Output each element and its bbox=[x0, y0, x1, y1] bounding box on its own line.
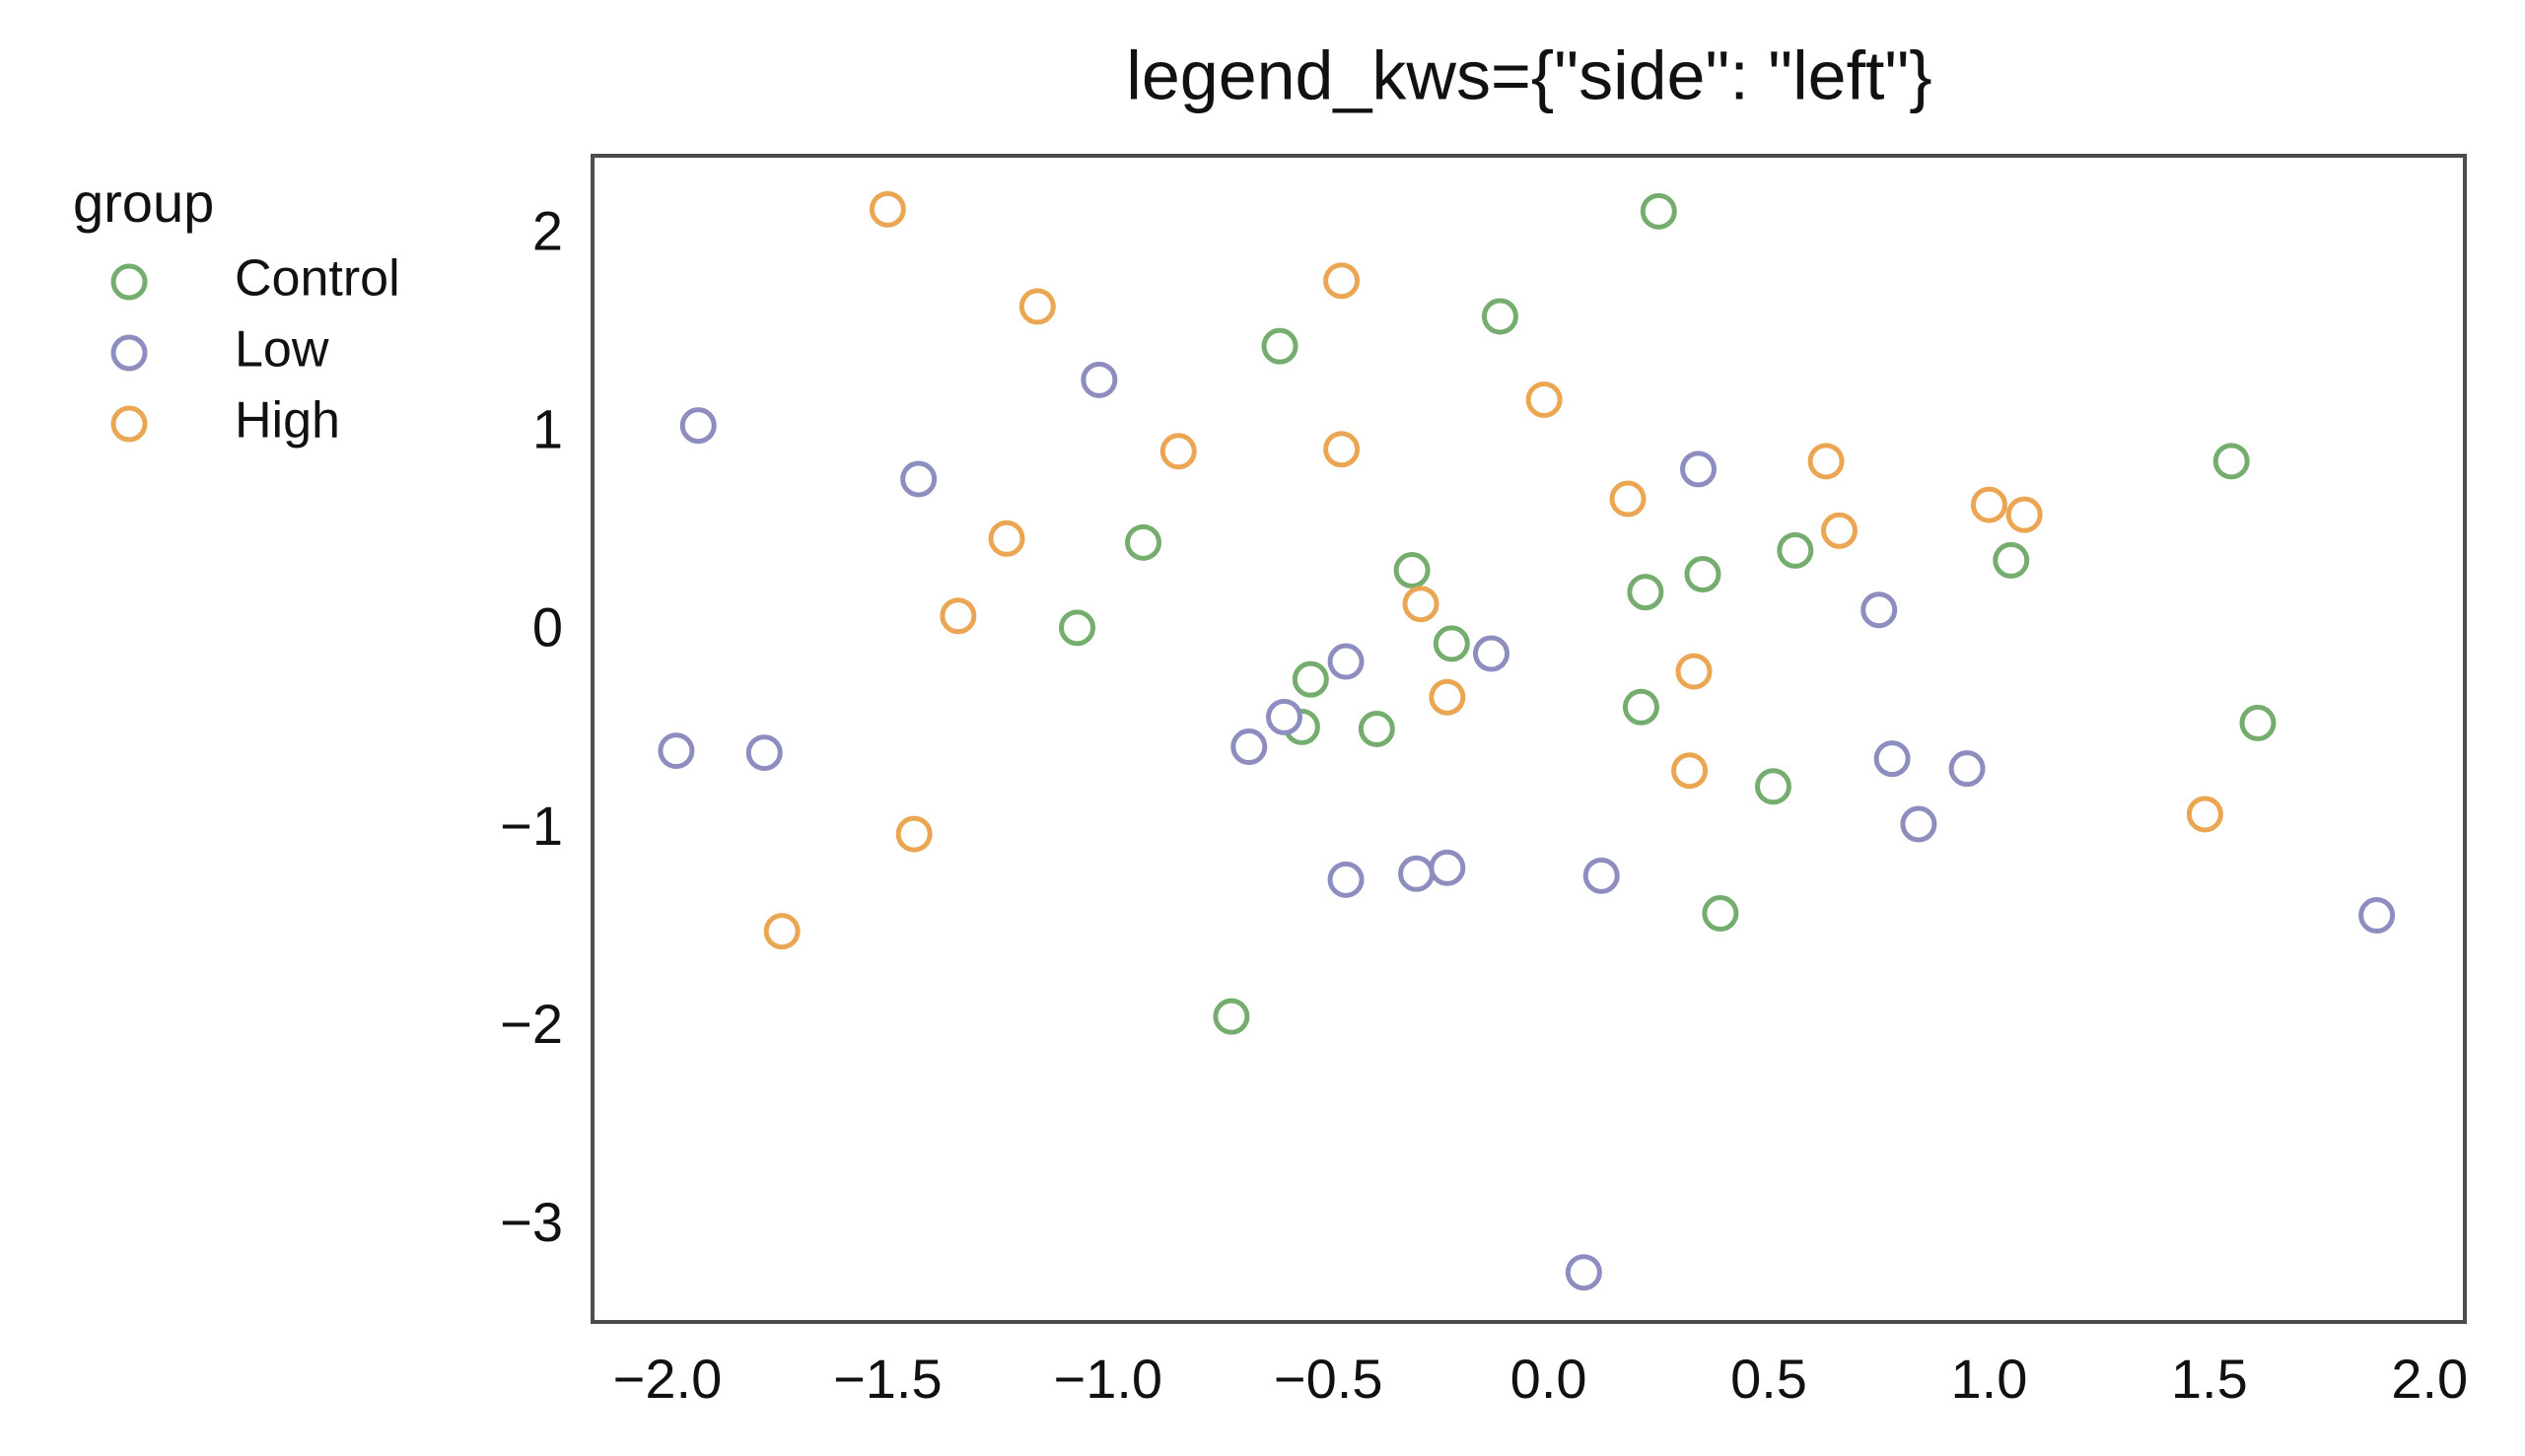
scatter-point bbox=[1323, 262, 1361, 300]
scatter-point bbox=[1323, 431, 1361, 468]
y-tick-label: 2 bbox=[532, 199, 563, 261]
y-tick-label: −3 bbox=[500, 1191, 563, 1253]
scatter-point bbox=[1429, 678, 1466, 716]
scatter-point bbox=[1433, 625, 1470, 662]
scatter-point bbox=[2358, 897, 2396, 935]
x-tick-label: −1.5 bbox=[833, 1348, 943, 1410]
scatter-point bbox=[1754, 768, 1791, 805]
legend-marker bbox=[110, 334, 148, 372]
x-tick-label: −2.0 bbox=[613, 1348, 723, 1410]
scatter-point bbox=[658, 732, 695, 770]
scatter-point bbox=[1266, 698, 1303, 735]
scatter-point bbox=[1018, 288, 1056, 325]
scatter-point bbox=[1059, 609, 1096, 647]
scatter-point bbox=[679, 407, 717, 445]
scatter-point bbox=[1609, 480, 1647, 518]
scatter-point bbox=[1525, 381, 1563, 418]
scatter-point bbox=[1213, 998, 1250, 1035]
scatter-point bbox=[1807, 443, 1845, 480]
legend-marker bbox=[110, 263, 148, 301]
scatter-point bbox=[900, 460, 938, 498]
scatter-point bbox=[745, 734, 783, 772]
x-tick-label: 2.0 bbox=[2391, 1348, 2468, 1410]
scatter-point bbox=[1398, 855, 1436, 892]
scatter-point bbox=[1702, 895, 1739, 933]
legend-label: High bbox=[235, 392, 340, 450]
scatter-point bbox=[2005, 496, 2043, 533]
scatter-point bbox=[763, 913, 801, 950]
scatter-point bbox=[1327, 861, 1365, 898]
scatter-point bbox=[1125, 523, 1162, 561]
scatter-point bbox=[1777, 531, 1814, 569]
x-tick-label: 0.5 bbox=[1730, 1348, 1807, 1410]
scatter-point bbox=[895, 815, 933, 853]
scatter-point bbox=[2186, 796, 2223, 833]
scatter-point bbox=[1671, 752, 1709, 790]
legend-label: Low bbox=[235, 321, 329, 379]
scatter-point bbox=[1402, 586, 1439, 623]
scatter-point bbox=[1230, 728, 1268, 766]
scatter-point bbox=[1358, 710, 1395, 747]
y-tick-label: −1 bbox=[500, 795, 563, 857]
scatter-point bbox=[1970, 486, 2007, 523]
scatter-point bbox=[1292, 660, 1329, 698]
scatter-point bbox=[2212, 443, 2250, 480]
scatter-point bbox=[1429, 849, 1466, 886]
scatter-point bbox=[1684, 556, 1721, 593]
scatter-point bbox=[1627, 574, 1664, 611]
scatter-point bbox=[988, 520, 1025, 557]
y-tick-label: 0 bbox=[532, 596, 563, 659]
x-tick-label: 1.0 bbox=[1951, 1348, 2028, 1410]
scatter-point bbox=[940, 597, 977, 635]
legend-title: group bbox=[73, 172, 214, 234]
plot-frame bbox=[591, 154, 2467, 1324]
scatter-point bbox=[1159, 433, 1197, 470]
scatter-point bbox=[1993, 541, 2030, 579]
scatter-point bbox=[1582, 857, 1620, 894]
scatter-point bbox=[1473, 635, 1510, 672]
scatter-point bbox=[1393, 551, 1431, 589]
scatter-point bbox=[1640, 192, 1677, 230]
scatter-point bbox=[1481, 298, 1518, 335]
scatter-point bbox=[1821, 512, 1859, 549]
chart-title: legend_kws={"side": "left"} bbox=[1126, 36, 1931, 113]
scatter-point bbox=[1261, 327, 1298, 365]
legend-label: Control bbox=[235, 250, 400, 308]
x-tick-label: −1.0 bbox=[1054, 1348, 1163, 1410]
scatter-point bbox=[1622, 688, 1659, 726]
scatter-point bbox=[1327, 643, 1365, 680]
scatter-point bbox=[2239, 704, 2277, 741]
x-tick-label: −0.5 bbox=[1274, 1348, 1383, 1410]
x-tick-label: 1.5 bbox=[2171, 1348, 2248, 1410]
scatter-point bbox=[1948, 750, 1986, 788]
x-tick-label: 0.0 bbox=[1510, 1348, 1587, 1410]
scatter-point bbox=[1860, 591, 1898, 629]
legend-marker bbox=[110, 405, 148, 443]
scatter-point bbox=[1675, 653, 1713, 690]
scatter-point bbox=[1081, 361, 1118, 398]
scatter-point bbox=[1873, 740, 1911, 778]
scatter-point bbox=[1565, 1254, 1602, 1291]
scatter-point bbox=[1900, 805, 1937, 843]
y-tick-label: 1 bbox=[532, 397, 563, 459]
scatter-point bbox=[869, 190, 906, 228]
y-tick-label: −2 bbox=[500, 993, 563, 1055]
scatter-point bbox=[1680, 451, 1718, 488]
